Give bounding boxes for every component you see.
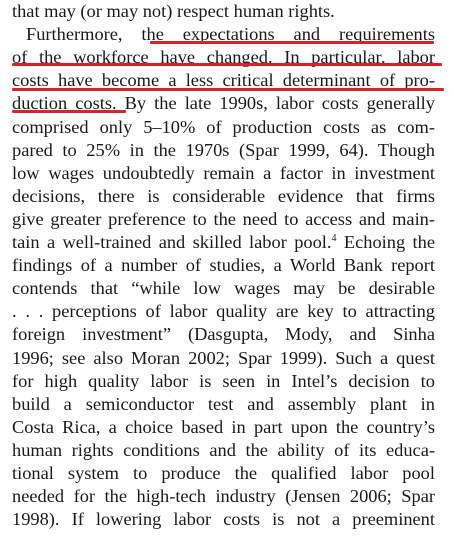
- line-text: foreign investment” (Dasgupta, Mody, and…: [12, 324, 435, 345]
- line-text: . . . perceptions of labor quality are k…: [12, 301, 435, 322]
- footnote-ref: 4: [331, 233, 337, 244]
- text-line: tional system to produce the qualified l…: [12, 462, 435, 485]
- line-text: Echoing the: [336, 232, 435, 252]
- line-text: 1996; see also Moran 2002; Spar 1999). S…: [12, 347, 435, 368]
- text-line: that may (or may not) respect human righ…: [12, 0, 435, 23]
- text-line: contends that “while low wages may be de…: [12, 277, 435, 300]
- text-line: low wages undoubtedly remain a factor in…: [12, 162, 435, 185]
- line-text: Costa Rica, a choice based in part upon …: [12, 416, 435, 437]
- text-line: . . . perceptions of labor quality are k…: [12, 300, 435, 323]
- line-text: that may (or may not) respect human righ…: [12, 1, 335, 21]
- red-underline: [12, 88, 444, 91]
- text-line: foreign investment” (Dasgupta, Mody, and…: [12, 323, 435, 346]
- text-line: build a semiconductor test and assembly …: [12, 393, 435, 416]
- text-line: decisions, there is considerable evidenc…: [12, 185, 435, 208]
- red-underline: [12, 110, 126, 113]
- text-line: needed for the high-tech industry (Jense…: [12, 485, 435, 508]
- text-line: 1998). If lowering labor costs is not a …: [12, 508, 435, 531]
- text-line: costs have become a less critical determ…: [12, 69, 435, 92]
- red-underline: [12, 63, 442, 66]
- text-line: duction costs. By the late 1990s, labor …: [12, 92, 435, 115]
- line-text: of the workforce have changed. In partic…: [12, 47, 435, 68]
- line-text: decisions, there is considerable evidenc…: [12, 185, 435, 206]
- text-line: Costa Rica, a choice based in part upon …: [12, 416, 435, 439]
- line-text: tain a well-trained and skilled labor po…: [12, 232, 332, 252]
- line-text: contends that “while low wages may be de…: [12, 278, 435, 299]
- line-text: tional system to produce the qualified l…: [12, 463, 435, 483]
- text-line: human rights conditions and the ability …: [12, 439, 435, 462]
- line-text: duction costs. By the late 1990s, labor …: [12, 93, 435, 114]
- line-text: for high quality labor is seen in Intel’…: [12, 370, 435, 391]
- text-line: comprised only 5–10% of production costs…: [12, 116, 435, 139]
- text-line: pared to 25% in the 1970s (Spar 1999, 64…: [12, 139, 435, 162]
- line-text: give greater preference to the need to a…: [12, 208, 435, 229]
- text-line: give greater preference to the need to a…: [12, 208, 435, 231]
- line-text: 1998). If lowering labor costs is not a …: [12, 509, 435, 530]
- text-line: Furthermore, the expectations and requir…: [26, 23, 435, 46]
- text-line: 1996; see also Moran 2002; Spar 1999). S…: [12, 347, 435, 370]
- text-line: of the workforce have changed. In partic…: [12, 46, 435, 69]
- line-text: comprised only 5–10% of production costs…: [12, 116, 435, 137]
- text-line: findings of a number of studies, a World…: [12, 254, 435, 277]
- line-text: pared to 25% in the 1970s (Spar 1999, 64…: [12, 139, 435, 160]
- line-text: findings of a number of studies, a World…: [12, 255, 435, 276]
- line-text: Furthermore, the expectations and requir…: [26, 24, 435, 45]
- line-text: build a semiconductor test and assembly …: [12, 393, 435, 414]
- text-line: for high quality labor is seen in Intel’…: [12, 370, 435, 393]
- line-text: human rights conditions and the ability …: [12, 439, 435, 460]
- line-text: needed for the high-tech industry (Jense…: [12, 486, 435, 507]
- line-text: costs have become a less critical determ…: [12, 70, 435, 91]
- line-text: low wages undoubtedly remain a factor in…: [12, 162, 435, 183]
- text-line: tain a well-trained and skilled labor po…: [12, 231, 435, 254]
- red-underline: [150, 41, 434, 44]
